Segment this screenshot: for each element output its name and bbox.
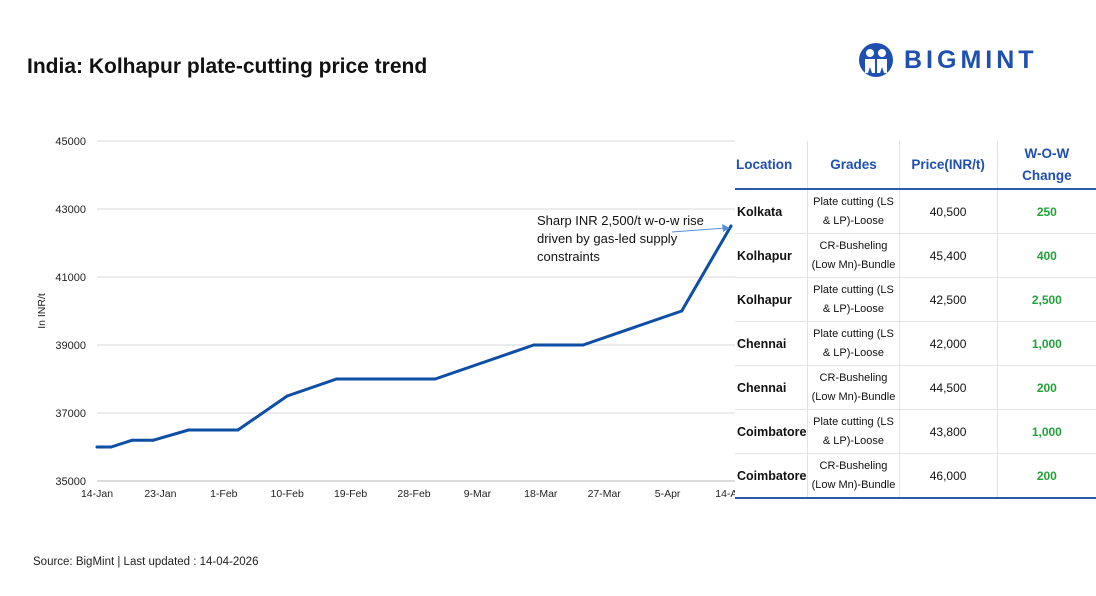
y-axis-label: In INR/t: [36, 293, 48, 329]
price-cell: 42,500: [899, 277, 998, 322]
x-tick-label: 19-Feb: [334, 488, 367, 500]
change-cell: 2,500: [997, 277, 1096, 322]
data-point: [581, 343, 585, 347]
location-cell: Kolhapur: [735, 277, 809, 322]
price-cell: 43,800: [899, 409, 998, 454]
data-point: [109, 445, 113, 449]
header-price: Price(INR/t): [899, 141, 998, 190]
table-row: Kolhapur Plate cutting (LS & LP)-Loose 42,…: [735, 277, 1096, 322]
location-cell: Kolkata: [735, 189, 809, 234]
header-location: Location: [735, 141, 809, 190]
data-point: [729, 224, 733, 228]
y-tick-label: 35000: [55, 476, 86, 488]
x-tick-label: 23-Jan: [144, 488, 176, 500]
x-tick-label: 10-Feb: [271, 488, 304, 500]
grade-cell: CR-Busheling (Low Mn)-Bundle: [807, 233, 900, 278]
change-cell: 250: [997, 189, 1096, 234]
price-cell: 44,500: [899, 365, 998, 410]
data-point: [335, 377, 339, 381]
change-cell: 200: [997, 453, 1096, 499]
grade-cell: Plate cutting (LS & LP)-Loose: [807, 189, 900, 234]
x-tick-label: 14-Jan: [81, 488, 113, 500]
grade-cell: CR-Busheling (Low Mn)-Bundle: [807, 453, 900, 499]
y-tick-label: 37000: [55, 408, 86, 420]
price-cell: 46,000: [899, 453, 998, 499]
data-point: [680, 309, 684, 313]
grade-cell: Plate cutting (LS & LP)-Loose: [807, 277, 900, 322]
location-cell: Kolhapur: [735, 233, 809, 278]
page-title: India: Kolhapur plate-cutting price tren…: [27, 55, 428, 78]
x-tick-label: 5-Apr: [655, 488, 681, 500]
x-tick-label: 14-Apr: [715, 488, 735, 500]
x-tick-label: 18-Mar: [524, 488, 558, 500]
table-row: Coimbatore CR-Busheling (Low Mn)-Bundle 46…: [735, 453, 1096, 499]
change-cell: 1,000: [997, 321, 1096, 366]
y-tick-label: 43000: [55, 204, 86, 216]
bigmint-logo: BIGMINT: [858, 42, 1038, 78]
data-point: [130, 438, 134, 442]
y-tick-label: 39000: [55, 340, 86, 352]
annotation-arrow: [671, 227, 727, 233]
price-cell: 42,000: [899, 321, 998, 366]
y-tick-label: 41000: [55, 272, 86, 284]
data-point: [151, 438, 155, 442]
price-table: Location Grades Price(INR/t) W-O-W Chang…: [735, 141, 1096, 499]
grade-cell: Plate cutting (LS & LP)-Loose: [807, 409, 900, 454]
location-cell: Chennai: [735, 365, 809, 410]
table-row: Kolkata Plate cutting (LS & LP)-Loose 40,5…: [735, 189, 1096, 234]
data-point: [236, 428, 240, 432]
data-point: [433, 377, 437, 381]
change-cell: 200: [997, 365, 1096, 410]
grade-cell: CR-Busheling (Low Mn)-Bundle: [807, 365, 900, 410]
table-row: Chennai Plate cutting (LS & LP)-Loose 42,0…: [735, 321, 1096, 366]
grade-cell: Plate cutting (LS & LP)-Loose: [807, 321, 900, 366]
source-note: Source: BigMint | Last updated : 14-04-2…: [33, 556, 259, 568]
bigmint-logo-icon: [859, 43, 893, 77]
table-header-row: Location Grades Price(INR/t) W-O-W Chang…: [735, 141, 1096, 190]
x-tick-label: 1-Feb: [210, 488, 238, 500]
location-cell: Coimbatore: [735, 409, 809, 454]
price-cell: 45,400: [899, 233, 998, 278]
data-point: [95, 445, 99, 449]
y-tick-label: 45000: [55, 136, 86, 148]
annotation-arrowhead: [722, 224, 730, 232]
table-row: Kolhapur CR-Busheling (Low Mn)-Bundle 45,4…: [735, 233, 1096, 278]
data-point: [285, 394, 289, 398]
data-point: [532, 343, 536, 347]
header-grades: Grades: [807, 141, 900, 190]
change-cell: 400: [997, 233, 1096, 278]
chart-annotation: Sharp INR 2,500/t w-o-w rise driven by g…: [537, 213, 704, 264]
location-cell: Coimbatore: [735, 453, 809, 499]
location-cell: Chennai: [735, 321, 809, 366]
table-row: Chennai CR-Busheling (Low Mn)-Bundle 44,50…: [735, 365, 1096, 410]
table-row: Coimbatore Plate cutting (LS & LP)-Loose 4…: [735, 409, 1096, 454]
data-point: [187, 428, 191, 432]
x-tick-label: 9-Mar: [464, 488, 492, 500]
logo-text: BIGMINT: [904, 45, 1038, 74]
line-chart: 35000 37000 39000 41000 43000 45000 14-Jan 23-J…: [36, 136, 735, 500]
price-cell: 40,500: [899, 189, 998, 234]
x-tick-label: 28-Feb: [397, 488, 430, 500]
header-wow-change: W-O-W Change: [997, 141, 1096, 190]
x-tick-label: 27-Mar: [588, 488, 622, 500]
change-cell: 1,000: [997, 409, 1096, 454]
